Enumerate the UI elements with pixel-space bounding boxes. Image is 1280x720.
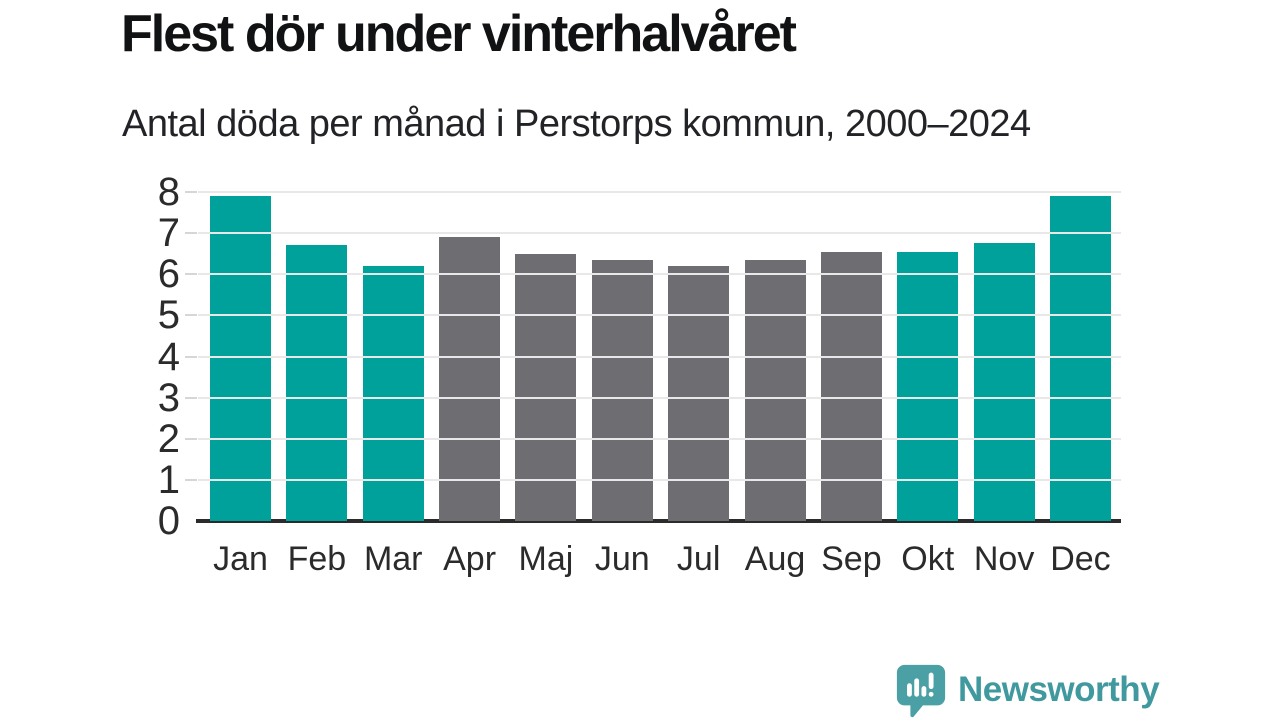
bar-jan (210, 196, 271, 521)
x-axis-label-nov: Nov (973, 540, 1035, 578)
chart-title: Flest dör under vinterhalvåret (121, 5, 797, 63)
y-tick-7 (185, 232, 197, 235)
bar-group (198, 192, 1121, 521)
bar-okt (897, 251, 959, 521)
x-axis-label-maj: Maj (518, 540, 574, 578)
bar-maj (515, 253, 577, 521)
gridline-3 (198, 396, 1121, 399)
brand-lockup: Newsworthy (894, 662, 1160, 718)
x-axis-label-aug: Aug (744, 540, 806, 578)
x-axis-label-okt: Okt (901, 540, 955, 578)
bar-apr (439, 237, 501, 521)
bar-jul (668, 266, 730, 521)
bar-aug (744, 259, 806, 521)
gridline-5 (198, 314, 1121, 317)
y-tick-8 (185, 191, 197, 193)
x-axis-labels: Jan Feb Mar Apr Maj Jun Jul Aug Sep Okt Nov Dec (198, 540, 1121, 579)
bar-sep (820, 251, 882, 521)
y-axis-label-4: 4 (157, 334, 180, 379)
y-axis-label-1: 1 (157, 457, 180, 502)
gridline-4 (198, 355, 1121, 358)
newsworthy-logo-icon (896, 664, 946, 718)
gridline-1 (198, 478, 1121, 481)
bar-nov (973, 243, 1035, 521)
y-tick-6 (185, 273, 197, 276)
gridline-6 (198, 273, 1121, 276)
plot-area (185, 191, 1121, 523)
gridline-8 (198, 191, 1121, 193)
x-axis-label-apr: Apr (443, 540, 497, 578)
bar-mar (362, 266, 424, 521)
x-axis-label-jan: Jan (213, 540, 268, 578)
x-axis-line (196, 519, 1121, 523)
brand-name: Newsworthy (958, 670, 1160, 709)
bar-jun (591, 259, 653, 521)
y-tick-4 (185, 355, 197, 358)
y-axis-label-3: 3 (157, 375, 180, 420)
y-tick-2 (185, 437, 197, 440)
y-axis-label-5: 5 (157, 293, 180, 338)
x-axis-label-feb: Feb (287, 540, 347, 578)
x-axis-label-sep: Sep (821, 540, 882, 578)
y-axis-label-2: 2 (157, 416, 180, 461)
gridline-2 (198, 437, 1121, 440)
bar-dec (1049, 196, 1111, 521)
y-axis-label-8: 8 (157, 170, 180, 214)
y-axis-label-6: 6 (157, 252, 180, 297)
chart-subtitle: Antal döda per månad i Perstorps kommun,… (122, 103, 1031, 145)
y-axis-label-0: 0 (157, 499, 180, 543)
x-axis-label-dec: Dec (1050, 540, 1111, 578)
gridline-7 (198, 232, 1121, 235)
y-tick-3 (185, 396, 197, 399)
y-tick-1 (185, 478, 197, 481)
bar-feb (286, 245, 348, 521)
x-axis-label-jun: Jun (594, 540, 650, 578)
y-axis-label-7: 7 (157, 211, 180, 256)
x-axis-label-mar: Mar (363, 540, 423, 578)
y-tick-5 (185, 314, 197, 317)
x-axis-label-jul: Jul (676, 540, 721, 578)
